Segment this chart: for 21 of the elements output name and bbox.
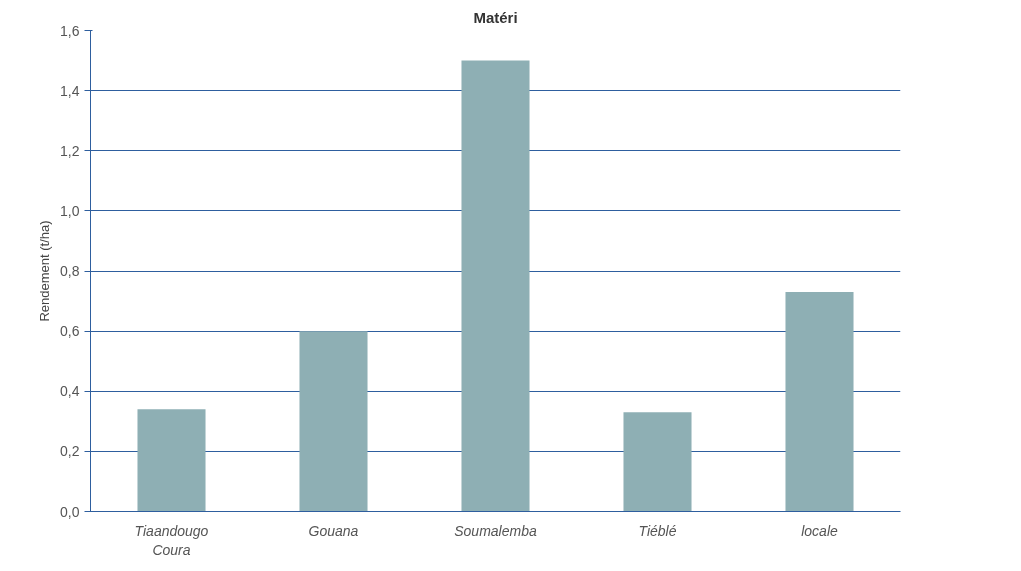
bar: [623, 412, 692, 512]
bar: [299, 331, 368, 512]
y-tick-label: 0,0: [60, 503, 80, 520]
y-tick-label: 0,4: [60, 383, 80, 400]
y-tick-label: 0,6: [60, 323, 80, 340]
y-tick-label: 1,4: [60, 82, 80, 99]
y-tick-label: 1,6: [60, 22, 80, 39]
y-tick-label: 0,8: [60, 263, 80, 279]
y-axis-title: Rendement (t/ha): [37, 220, 53, 322]
bar: [137, 409, 206, 512]
x-tick-label: locale: [801, 522, 838, 539]
x-tick-label: Gouana: [308, 522, 359, 539]
chart-title: Matéri: [473, 8, 518, 26]
y-tick-label: 1,0: [60, 202, 80, 219]
x-tick-label: Tiéblé: [638, 522, 677, 539]
y-tick-label: 1,2: [60, 142, 80, 159]
x-tick-label: Tiaandougo Coura: [134, 522, 209, 558]
bar: [785, 292, 854, 512]
x-tick-label: Soumalemba: [454, 522, 537, 539]
bar: [461, 60, 530, 512]
y-tick-label: 0,2: [60, 443, 80, 460]
